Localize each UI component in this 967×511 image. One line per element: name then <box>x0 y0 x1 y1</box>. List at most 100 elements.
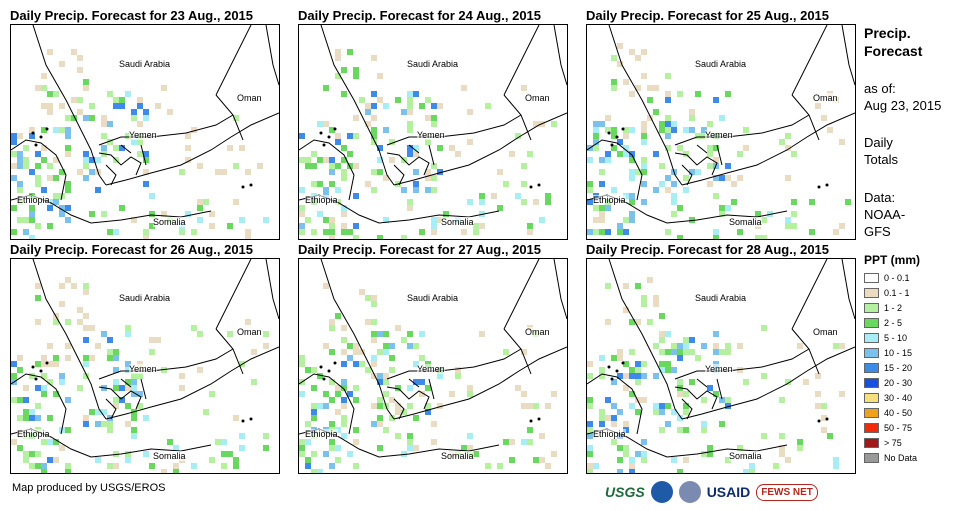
country-label-ethiopia: Ethiopia <box>593 195 626 205</box>
precip-map: Saudi Arabia Oman Yemen Ethiopia Somalia <box>10 258 280 474</box>
country-label-oman: Oman <box>525 327 550 337</box>
sidebar-data-source: Data: NOAA- GFS <box>864 189 905 240</box>
country-label-somalia: Somalia <box>441 451 474 461</box>
country-label-yemen: Yemen <box>417 364 445 374</box>
country-label-oman: Oman <box>237 327 262 337</box>
precip-map: Saudi Arabia Oman Yemen Ethiopia Somalia <box>10 24 280 240</box>
legend-item: 20 - 30 <box>864 375 920 390</box>
asof-date: Aug 23, 2015 <box>864 98 942 113</box>
precip-legend: PPT (mm) 0 - 0.1 0.1 - 1 1 - 2 2 - 5 5 - 10 1… <box>864 253 920 465</box>
data-line2: NOAA- <box>864 207 906 222</box>
country-label-yemen: Yemen <box>129 364 157 374</box>
panel-title: Daily Precip. Forecast for 27 Aug., 2015 <box>298 242 542 257</box>
legend-item: 0.1 - 1 <box>864 285 920 300</box>
legend-label: > 75 <box>884 437 902 448</box>
country-label-yemen: Yemen <box>705 364 733 374</box>
usgs-logo: USGS <box>605 484 645 500</box>
forecast-panel-6: Daily Precip. Forecast for 28 Aug., 2015… <box>586 242 856 474</box>
legend-label: 2 - 5 <box>884 317 903 328</box>
country-label-yemen: Yemen <box>129 130 157 140</box>
country-label-yemen: Yemen <box>705 130 733 140</box>
legend-swatch <box>864 332 879 343</box>
legend-item: 2 - 5 <box>864 315 920 330</box>
data-line1: Data: <box>864 190 896 205</box>
legend-item: 0 - 0.1 <box>864 270 920 285</box>
country-label-yemen: Yemen <box>417 130 445 140</box>
seal-logo-icon <box>678 481 701 503</box>
legend-swatch <box>864 362 879 373</box>
legend-swatch <box>864 437 879 448</box>
legend-label: 5 - 10 <box>884 332 908 343</box>
country-label-saudi: Saudi Arabia <box>407 293 459 303</box>
precip-map: Saudi Arabia Oman Yemen Ethiopia Somalia <box>586 24 856 240</box>
sidebar-totals: Daily Totals <box>864 134 898 168</box>
legend-title: PPT (mm) <box>864 253 921 267</box>
forecast-panel-1: Daily Precip. Forecast for 23 Aug., 2015… <box>10 8 280 240</box>
legend-label: 30 - 40 <box>884 392 913 403</box>
legend-swatch <box>864 302 879 313</box>
precip-cells <box>11 49 269 239</box>
usaid-logo: USAID <box>706 484 751 500</box>
country-label-somalia: Somalia <box>729 451 762 461</box>
country-label-somalia: Somalia <box>153 451 186 461</box>
legend-swatch <box>864 392 879 403</box>
legend-label: 0 - 0.1 <box>884 272 910 283</box>
country-label-oman: Oman <box>813 327 838 337</box>
asof-label: as of: <box>864 81 896 96</box>
title-line2: Forecast <box>864 43 923 59</box>
country-label-ethiopia: Ethiopia <box>17 195 50 205</box>
country-label-oman: Oman <box>237 93 262 103</box>
legend-item: 10 - 15 <box>864 345 920 360</box>
country-borders <box>11 259 279 458</box>
legend-label: 15 - 20 <box>884 362 913 373</box>
legend-swatch <box>864 422 879 433</box>
legend-item: 50 - 75 <box>864 420 920 435</box>
sidebar-asof: as of: Aug 23, 2015 <box>864 80 941 114</box>
country-label-saudi: Saudi Arabia <box>119 293 171 303</box>
legend-label: 10 - 15 <box>884 347 913 358</box>
legend-swatch <box>864 407 879 418</box>
legend-label: 40 - 50 <box>884 407 913 418</box>
title-line1: Precip. <box>864 25 911 41</box>
country-label-saudi: Saudi Arabia <box>119 59 171 69</box>
precip-cells <box>299 283 557 473</box>
legend-swatch <box>864 272 879 283</box>
legend-item: 5 - 10 <box>864 330 920 345</box>
legend-swatch <box>864 287 879 298</box>
legend-label: 0.1 - 1 <box>884 287 910 298</box>
legend-swatch <box>864 347 879 358</box>
forecast-panel-4: Daily Precip. Forecast for 26 Aug., 2015… <box>10 242 280 474</box>
fews-net-logo: FEWS NET <box>756 483 818 501</box>
noaa-logo-icon <box>650 481 673 503</box>
precip-cells <box>11 277 269 473</box>
legend-item: 40 - 50 <box>864 405 920 420</box>
country-label-somalia: Somalia <box>153 217 186 227</box>
panel-title: Daily Precip. Forecast for 25 Aug., 2015 <box>586 8 830 23</box>
country-label-saudi: Saudi Arabia <box>695 59 747 69</box>
legend-item: 1 - 2 <box>864 300 920 315</box>
panel-title: Daily Precip. Forecast for 28 Aug., 2015 <box>586 242 830 257</box>
precip-cells <box>299 49 557 239</box>
country-label-ethiopia: Ethiopia <box>593 429 626 439</box>
panel-title: Daily Precip. Forecast for 24 Aug., 2015 <box>298 8 542 23</box>
legend-label: 1 - 2 <box>884 302 903 313</box>
legend-label: No Data <box>884 452 918 463</box>
panel-title: Daily Precip. Forecast for 23 Aug., 2015 <box>10 8 254 23</box>
partner-logos: USGS USAID FEWS NET <box>605 478 818 506</box>
map-credit: Map produced by USGS/EROS <box>12 482 166 494</box>
legend-label: 20 - 30 <box>884 377 913 388</box>
country-label-oman: Oman <box>813 93 838 103</box>
sidebar-title: Precip. Forecast <box>864 24 922 60</box>
country-label-somalia: Somalia <box>441 217 474 227</box>
precip-map: Saudi Arabia Oman Yemen Ethiopia Somalia <box>298 258 568 474</box>
forecast-panel-3: Daily Precip. Forecast for 25 Aug., 2015… <box>586 8 856 240</box>
country-label-ethiopia: Ethiopia <box>305 429 338 439</box>
legend-swatch <box>864 377 879 388</box>
totals-line1: Daily <box>864 135 893 150</box>
forecast-panel-5: Daily Precip. Forecast for 27 Aug., 2015… <box>298 242 568 474</box>
forecast-panel-2: Daily Precip. Forecast for 24 Aug., 2015… <box>298 8 568 240</box>
country-label-saudi: Saudi Arabia <box>407 59 459 69</box>
legend-label: 50 - 75 <box>884 422 913 433</box>
country-label-ethiopia: Ethiopia <box>17 429 50 439</box>
precip-map: Saudi Arabia Oman Yemen Ethiopia Somalia <box>298 24 568 240</box>
